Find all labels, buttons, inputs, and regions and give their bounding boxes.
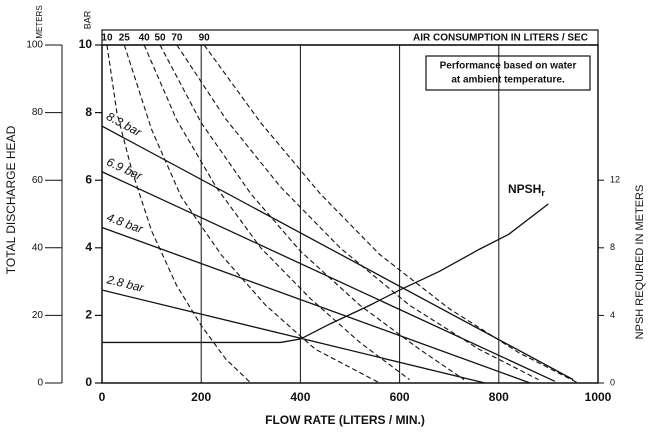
y2-tick-label: 8 bbox=[610, 242, 615, 252]
plot-frame bbox=[101, 44, 599, 384]
y2-axis-title: NPSH REQUIRED IN METERS bbox=[634, 185, 646, 340]
y-tick-label: 0 bbox=[85, 375, 92, 389]
npsh-line bbox=[102, 203, 549, 344]
air-line bbox=[106, 44, 252, 384]
head-tick-label: 40 bbox=[32, 242, 44, 253]
x-tick-label: 200 bbox=[191, 390, 211, 404]
pressure-label: 4.8 bar bbox=[105, 210, 146, 236]
head-tick-label: 20 bbox=[32, 310, 44, 321]
npsh-name: NPSH bbox=[508, 182, 541, 196]
npsh-subscript: r bbox=[541, 188, 545, 198]
air-label: 40 bbox=[139, 33, 151, 44]
pressure-label: 8.3 bar bbox=[104, 109, 144, 140]
x-tick-label: 1000 bbox=[585, 390, 612, 404]
x-tick-label: 400 bbox=[290, 390, 310, 404]
air-title: AIR CONSUMPTION IN LITERS / SEC bbox=[413, 33, 588, 44]
air-label: 25 bbox=[119, 33, 131, 44]
y-tick-label: 8 bbox=[85, 105, 92, 119]
npsh-label: NPSHr bbox=[508, 182, 545, 198]
y2-tick-label: 4 bbox=[610, 310, 615, 320]
air-label: 90 bbox=[199, 33, 211, 44]
head-tick-label: 80 bbox=[32, 107, 44, 118]
air-line bbox=[159, 44, 465, 381]
head-tick-label: 60 bbox=[32, 175, 44, 186]
air-line bbox=[143, 44, 410, 381]
y-tick-label: 4 bbox=[85, 240, 92, 254]
air-line bbox=[203, 44, 579, 384]
pressure-line bbox=[101, 125, 574, 381]
head-axis-unit: METERS bbox=[35, 5, 44, 38]
x-axis-title: FLOW RATE (LITERS / MIN.) bbox=[265, 413, 425, 427]
pressure-label: 6.9 bar bbox=[104, 155, 145, 184]
y2-tick-label: 12 bbox=[610, 175, 620, 185]
x-tick-label: 0 bbox=[99, 390, 106, 404]
note-box bbox=[425, 55, 591, 91]
pressure-line bbox=[101, 226, 531, 384]
x-tick-label: 600 bbox=[390, 390, 410, 404]
head-tick-label: 0 bbox=[37, 378, 43, 389]
air-label: 50 bbox=[154, 33, 166, 44]
head-tick-label: 100 bbox=[26, 40, 43, 51]
x-tick-label: 800 bbox=[489, 390, 509, 404]
air-label: 10 bbox=[101, 33, 113, 44]
air-line bbox=[176, 44, 539, 381]
air-label: 70 bbox=[171, 33, 183, 44]
y-tick-label: 6 bbox=[85, 172, 92, 186]
y-tick-label: 10 bbox=[79, 37, 93, 51]
y-tick-label: 2 bbox=[85, 308, 92, 322]
note-line: at ambient temperature. bbox=[451, 75, 565, 86]
bar-axis-unit: BAR bbox=[82, 10, 92, 29]
pressure-line bbox=[101, 289, 486, 384]
y2-tick-label: 0 bbox=[610, 377, 615, 387]
head-axis-title: TOTAL DISCHARGE HEAD bbox=[4, 125, 18, 274]
air-line bbox=[123, 44, 381, 384]
note-line: Performance based on water bbox=[440, 61, 577, 72]
